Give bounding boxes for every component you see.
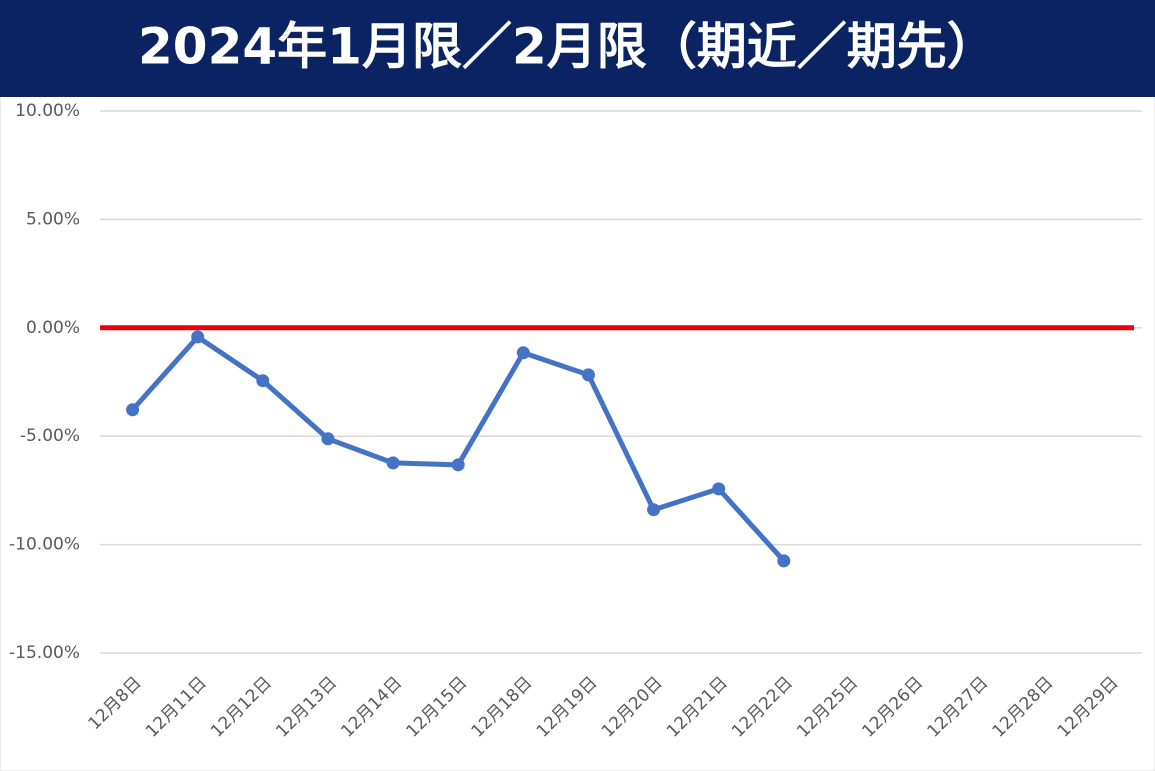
data-point bbox=[647, 503, 661, 517]
y-tick-label: -10.00% bbox=[9, 535, 80, 555]
chart-title: 2024年1月限／2月限（期近／期先） bbox=[138, 18, 997, 76]
data-point bbox=[191, 330, 205, 344]
y-tick-label: -5.00% bbox=[20, 426, 80, 446]
data-point bbox=[777, 554, 791, 568]
data-point bbox=[256, 374, 270, 388]
data-point bbox=[451, 458, 465, 472]
y-tick-label: 0.00% bbox=[26, 318, 80, 338]
data-point bbox=[321, 432, 335, 446]
data-point bbox=[386, 456, 400, 470]
data-point bbox=[581, 368, 595, 382]
data-point bbox=[126, 403, 140, 417]
title-banner bbox=[0, 0, 1155, 97]
data-point bbox=[712, 482, 726, 496]
data-point bbox=[516, 346, 530, 360]
y-tick-label: 5.00% bbox=[26, 209, 80, 229]
y-tick-label: -15.00% bbox=[9, 643, 80, 663]
y-tick-label: 10.00% bbox=[15, 101, 80, 121]
